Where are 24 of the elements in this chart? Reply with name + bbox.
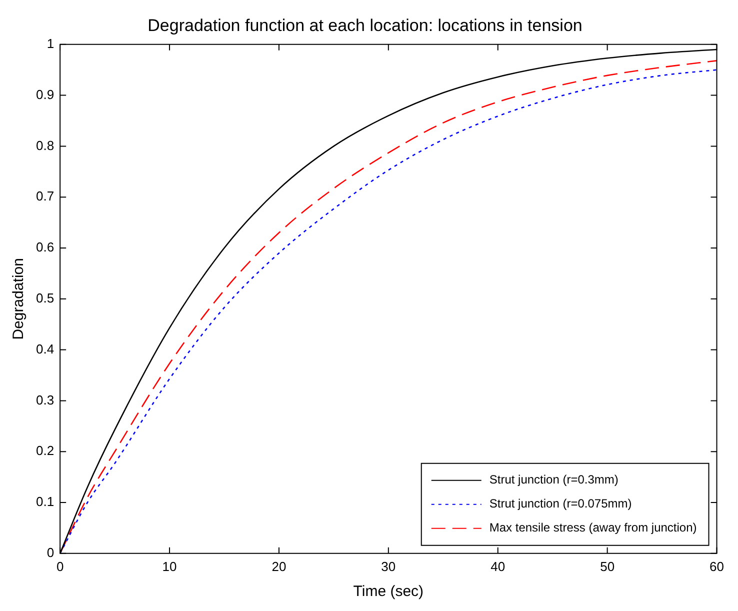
y-tick-label: 1 [46, 36, 54, 51]
x-tick-label: 10 [162, 558, 177, 574]
x-axis-title: Time (sec) [353, 583, 424, 600]
x-tick-label: 0 [56, 558, 64, 574]
y-axis-title: Degradation [10, 258, 28, 340]
y-tick-label: 0.2 [36, 443, 54, 458]
y-tick-label: 0.4 [36, 341, 54, 356]
y-tick-label: 0.8 [36, 138, 54, 153]
legend-label: Max tensile stress (away from junction) [489, 520, 697, 535]
y-tick-label: 0 [46, 544, 54, 560]
legend-label: Strut junction (r=0.075mm) [489, 496, 632, 511]
chart-title: Degradation function at each location: locations in tension [148, 16, 582, 35]
x-tick-label: 40 [490, 558, 506, 574]
x-tick-label: 30 [381, 558, 396, 574]
y-tick-label: 0.1 [36, 494, 54, 510]
y-tick-label: 0.6 [36, 240, 54, 255]
y-tick-label: 0.3 [36, 392, 54, 408]
y-tick-label: 0.7 [36, 188, 54, 204]
y-tick-label: 0.9 [36, 86, 54, 102]
y-tick-label: 0.5 [36, 290, 54, 306]
legend-label: Strut junction (r=0.3mm) [489, 472, 618, 487]
x-tick-label: 60 [710, 558, 724, 574]
x-tick-label: 50 [600, 558, 615, 574]
x-tick-label: 20 [272, 558, 286, 574]
